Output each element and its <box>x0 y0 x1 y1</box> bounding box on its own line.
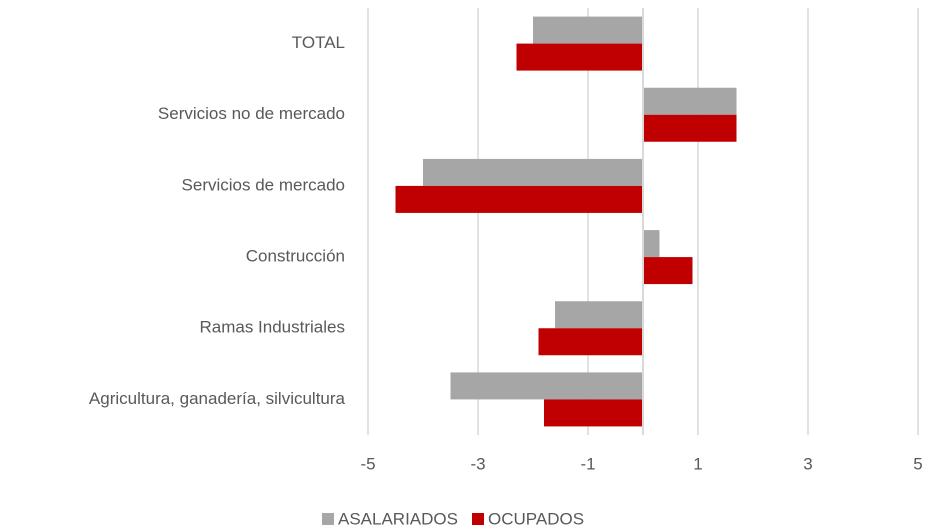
bar <box>555 301 643 329</box>
bar <box>544 399 643 427</box>
y-tick-label: Ramas Industriales <box>199 318 345 337</box>
legend-label: OCUPADOS <box>488 509 584 528</box>
bar <box>450 372 643 400</box>
y-tick-label: Servicios de mercado <box>182 175 345 194</box>
y-tick-label: Construcción <box>246 247 345 266</box>
bar <box>395 185 643 213</box>
legend-swatch <box>472 513 484 525</box>
x-tick-label: -5 <box>360 454 375 473</box>
bar <box>643 114 737 142</box>
x-tick-label: -3 <box>470 454 485 473</box>
bar <box>643 87 737 115</box>
x-tick-label: 1 <box>693 454 702 473</box>
y-tick-label: Agricultura, ganadería, silvicultura <box>89 389 346 408</box>
bar <box>423 158 643 186</box>
x-tick-label: 3 <box>803 454 812 473</box>
bar <box>643 257 693 285</box>
bar <box>533 16 643 44</box>
x-tick-label: 5 <box>913 454 922 473</box>
y-tick-label: TOTAL <box>292 33 345 52</box>
bar <box>538 328 643 356</box>
legend-label: ASALARIADOS <box>338 509 458 528</box>
y-tick-label: Servicios no de mercado <box>158 104 345 123</box>
legend-swatch <box>322 513 334 525</box>
bar <box>643 230 660 258</box>
x-tick-label: -1 <box>580 454 595 473</box>
bar <box>516 43 643 71</box>
